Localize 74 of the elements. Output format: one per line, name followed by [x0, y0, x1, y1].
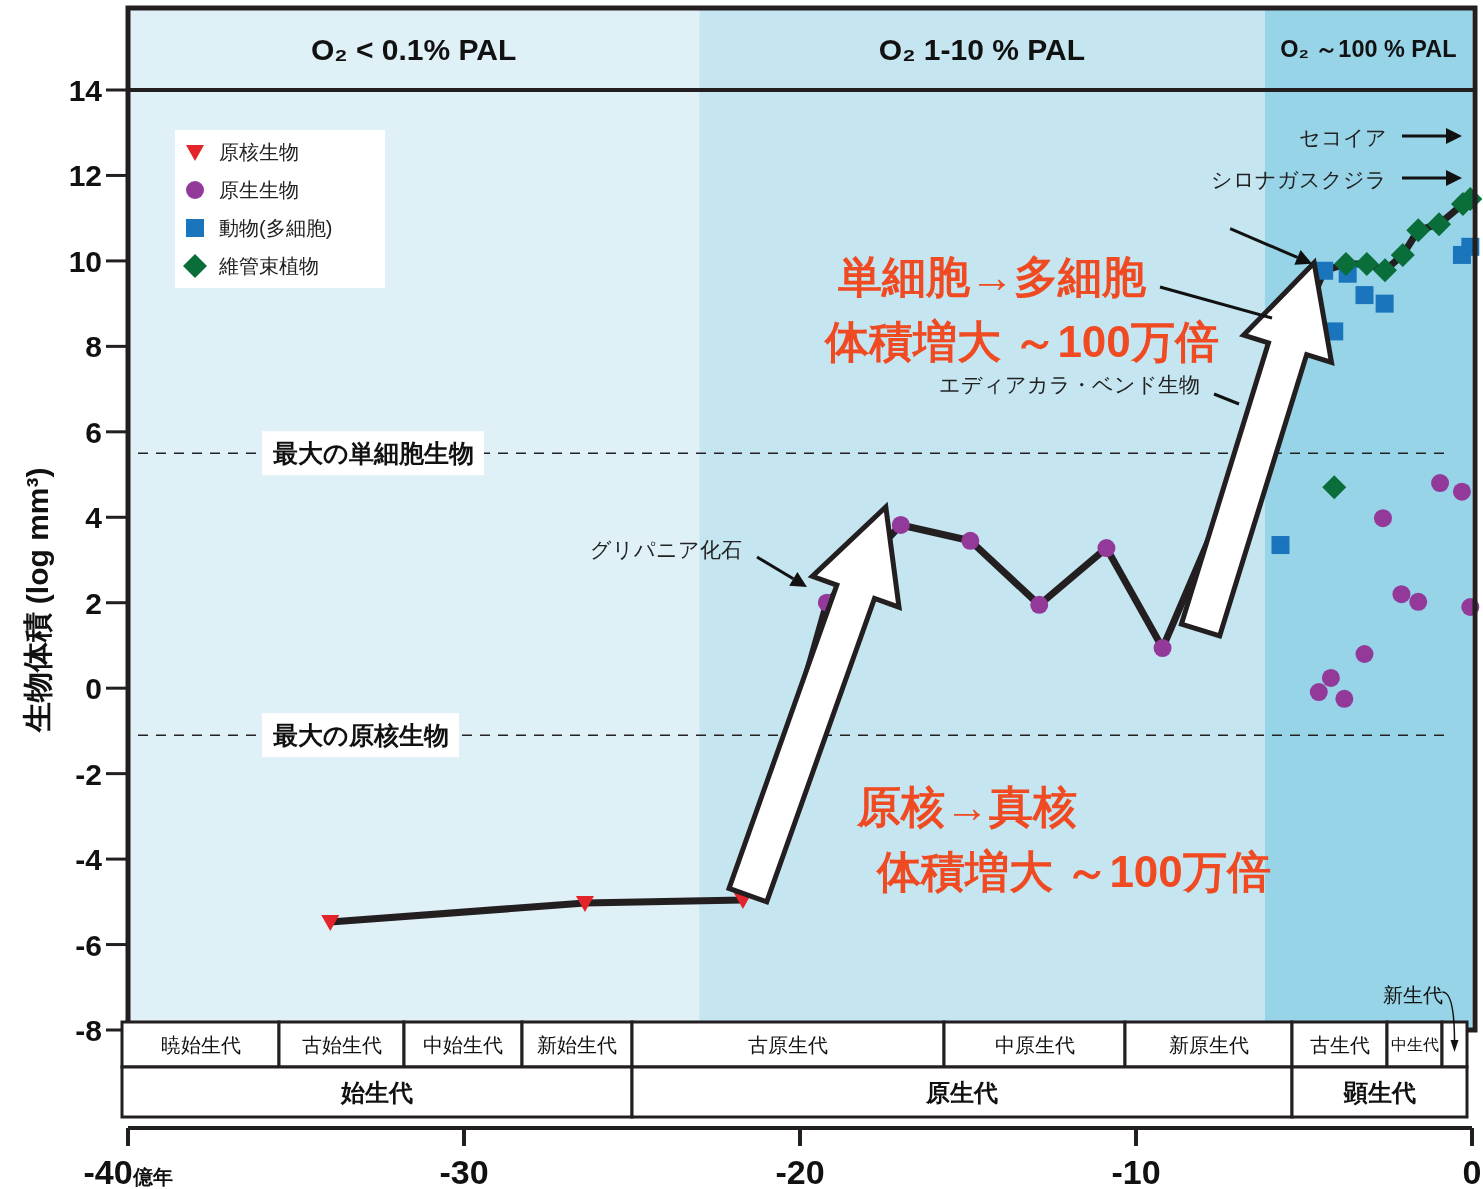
text: 新始生代	[537, 1033, 617, 1056]
legend-label: 原核生物	[219, 141, 299, 163]
point	[1373, 509, 1392, 528]
legend-label: 動物(多細胞)	[219, 217, 333, 239]
point	[1335, 689, 1354, 708]
x-tick-label: -40億年	[83, 1153, 173, 1189]
point	[1309, 683, 1328, 702]
x-tick-label: -30	[439, 1153, 489, 1189]
point	[1427, 212, 1452, 237]
ref-line-label: 最大の単細胞生物	[271, 439, 474, 468]
text: 新原生代	[1168, 1033, 1249, 1056]
x-tick-label: 0	[1462, 1153, 1482, 1189]
point	[1375, 294, 1394, 313]
annotation: 体積増大 ～100万倍	[823, 317, 1219, 366]
text: 顕生代	[1343, 1078, 1416, 1106]
y-tick-label: 6	[85, 415, 102, 449]
annotation: セコイア	[1299, 126, 1387, 149]
point	[1452, 482, 1471, 501]
annotation: グリパニア化石	[590, 538, 742, 561]
point	[1334, 251, 1358, 276]
point	[961, 531, 980, 550]
text: 中生代	[1390, 1036, 1439, 1054]
point	[1372, 258, 1397, 283]
point	[1409, 592, 1428, 611]
ref-line-label: 最大の原核生物	[271, 721, 449, 750]
point	[1355, 645, 1374, 663]
legend-label: 維管束植物	[218, 255, 319, 277]
x-tick-label: -10	[1111, 1153, 1161, 1189]
band-label: O₂ < 0.1% PAL	[310, 32, 517, 66]
point	[321, 914, 340, 931]
text: 古原生代	[748, 1033, 828, 1056]
annotation: 新生代	[1382, 984, 1443, 1006]
point	[575, 896, 594, 913]
x-tick-label: -20	[775, 1153, 825, 1189]
point	[1390, 242, 1415, 267]
point	[1392, 585, 1411, 604]
text: 古始生代	[301, 1033, 382, 1056]
point	[1355, 286, 1374, 305]
annotation: 体積増大 ～100万倍	[875, 847, 1271, 896]
y-tick-label: 0	[85, 672, 102, 706]
point	[1322, 475, 1347, 500]
y-tick-label: -6	[75, 928, 102, 962]
y-tick-label: 8	[85, 330, 102, 364]
text: 始生代	[341, 1078, 413, 1106]
legend-label: 原生生物	[219, 179, 299, 201]
point	[1271, 536, 1290, 555]
annotation: シロナガスクジラ	[1211, 168, 1387, 191]
band-label: O₂ 1-10 % PAL	[878, 32, 1086, 66]
point	[1097, 539, 1116, 558]
text: 暁始生代	[160, 1033, 241, 1056]
annotation: 原核→真核	[856, 782, 1077, 831]
annotation: 単細胞→多細胞	[838, 252, 1147, 301]
y-tick-label: 14	[68, 74, 103, 107]
text: 原生代	[926, 1078, 998, 1106]
y-axis-title: 生物体積 (log mm³)	[21, 467, 54, 734]
y-tick-label: 4	[85, 501, 103, 535]
text: 中原生代	[994, 1033, 1075, 1056]
point	[1321, 668, 1340, 687]
point	[1153, 639, 1172, 658]
y-tick-label: 12	[68, 159, 102, 193]
point	[1354, 251, 1379, 276]
point	[1406, 218, 1431, 243]
annotation: エディアカラ・ベンド生物	[939, 373, 1200, 396]
y-tick-label: -8	[75, 1014, 102, 1047]
y-tick-label: 2	[85, 586, 102, 620]
y-tick-label: -4	[75, 843, 103, 877]
text: 中始生代	[423, 1033, 503, 1056]
band-label: O₂ ～100 % PAL	[1280, 36, 1457, 63]
point	[891, 515, 910, 534]
point	[1030, 595, 1049, 614]
y-tick-label: -2	[75, 757, 102, 791]
y-tick-label: 10	[68, 244, 102, 278]
point	[1431, 474, 1450, 493]
text: 古生代	[1309, 1033, 1370, 1056]
